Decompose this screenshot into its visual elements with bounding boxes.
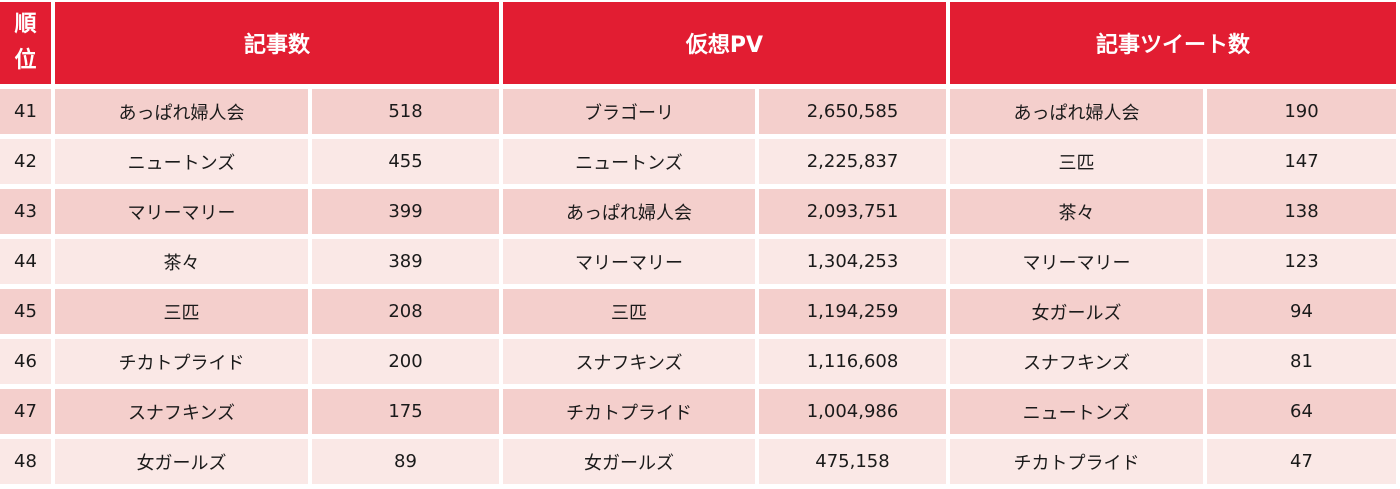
- pv-value-cell: 2,650,585: [759, 89, 946, 134]
- pv-value-cell: 2,093,751: [759, 189, 946, 234]
- articles-value-cell: 200: [312, 339, 499, 384]
- rank-header-line2: 位: [14, 48, 37, 73]
- tweets-value-cell: 190: [1207, 89, 1396, 134]
- pv-value-cell: 475,158: [759, 439, 946, 484]
- articles-header: 記事数: [55, 2, 499, 84]
- articles-name-cell: あっぱれ婦人会: [55, 89, 308, 134]
- table-row: 44 茶々 389 マリーマリー 1,304,253 マリーマリー 123: [0, 239, 1396, 284]
- articles-name-cell: 女ガールズ: [55, 439, 308, 484]
- articles-name-cell: 三匹: [55, 289, 308, 334]
- pv-value-cell: 1,116,608: [759, 339, 946, 384]
- articles-name-cell: スナフキンズ: [55, 389, 308, 434]
- rank-cell: 46: [0, 339, 51, 384]
- articles-value-cell: 208: [312, 289, 499, 334]
- table-row: 42 ニュートンズ 455 ニュートンズ 2,225,837 三匹 147: [0, 139, 1396, 184]
- table-row: 48 女ガールズ 89 女ガールズ 475,158 チカトプライド 47: [0, 439, 1396, 484]
- rank-cell: 48: [0, 439, 51, 484]
- tweets-name-cell: あっぱれ婦人会: [950, 89, 1203, 134]
- header-row: 順 位 記事数 仮想PV 記事ツイート数: [0, 2, 1396, 84]
- table-row: 45 三匹 208 三匹 1,194,259 女ガールズ 94: [0, 289, 1396, 334]
- pv-value-cell: 2,225,837: [759, 139, 946, 184]
- pv-name-cell: ブラゴーリ: [503, 89, 755, 134]
- pv-name-cell: あっぱれ婦人会: [503, 189, 755, 234]
- tweets-value-cell: 147: [1207, 139, 1396, 184]
- articles-value-cell: 455: [312, 139, 499, 184]
- articles-name-cell: マリーマリー: [55, 189, 308, 234]
- tweets-name-cell: スナフキンズ: [950, 339, 1203, 384]
- tweets-value-cell: 64: [1207, 389, 1396, 434]
- tweets-name-cell: マリーマリー: [950, 239, 1203, 284]
- rank-cell: 45: [0, 289, 51, 334]
- rank-header-line1: 順: [14, 12, 37, 37]
- rank-header: 順 位: [0, 2, 51, 84]
- tweets-value-cell: 81: [1207, 339, 1396, 384]
- article-tweets-header: 記事ツイート数: [950, 2, 1396, 84]
- articles-value-cell: 89: [312, 439, 499, 484]
- pv-name-cell: マリーマリー: [503, 239, 755, 284]
- rank-cell: 43: [0, 189, 51, 234]
- table-row: 46 チカトプライド 200 スナフキンズ 1,116,608 スナフキンズ 81: [0, 339, 1396, 384]
- rank-cell: 44: [0, 239, 51, 284]
- tweets-name-cell: 三匹: [950, 139, 1203, 184]
- rank-cell: 42: [0, 139, 51, 184]
- pv-name-cell: 女ガールズ: [503, 439, 755, 484]
- tweets-value-cell: 138: [1207, 189, 1396, 234]
- table-body: 41 あっぱれ婦人会 518 ブラゴーリ 2,650,585 あっぱれ婦人会 190 42 ニュ…: [0, 89, 1396, 484]
- pv-value-cell: 1,004,986: [759, 389, 946, 434]
- table-row: 47 スナフキンズ 175 チカトプライド 1,004,986 ニュートンズ 64: [0, 389, 1396, 434]
- pv-name-cell: ニュートンズ: [503, 139, 755, 184]
- tweets-value-cell: 94: [1207, 289, 1396, 334]
- articles-name-cell: 茶々: [55, 239, 308, 284]
- pv-value-cell: 1,304,253: [759, 239, 946, 284]
- articles-value-cell: 518: [312, 89, 499, 134]
- tweets-name-cell: ニュートンズ: [950, 389, 1203, 434]
- virtual-pv-header: 仮想PV: [503, 2, 946, 84]
- tweets-name-cell: チカトプライド: [950, 439, 1203, 484]
- tweets-value-cell: 123: [1207, 239, 1396, 284]
- pv-value-cell: 1,194,259: [759, 289, 946, 334]
- articles-value-cell: 399: [312, 189, 499, 234]
- tweets-name-cell: 女ガールズ: [950, 289, 1203, 334]
- articles-value-cell: 389: [312, 239, 499, 284]
- articles-name-cell: チカトプライド: [55, 339, 308, 384]
- rank-cell: 47: [0, 389, 51, 434]
- tweets-name-cell: 茶々: [950, 189, 1203, 234]
- table-row: 41 あっぱれ婦人会 518 ブラゴーリ 2,650,585 あっぱれ婦人会 190: [0, 89, 1396, 134]
- table-row: 43 マリーマリー 399 あっぱれ婦人会 2,093,751 茶々 138: [0, 189, 1396, 234]
- pv-name-cell: 三匹: [503, 289, 755, 334]
- rank-cell: 41: [0, 89, 51, 134]
- articles-value-cell: 175: [312, 389, 499, 434]
- pv-name-cell: スナフキンズ: [503, 339, 755, 384]
- pv-name-cell: チカトプライド: [503, 389, 755, 434]
- tweets-value-cell: 47: [1207, 439, 1396, 484]
- articles-name-cell: ニュートンズ: [55, 139, 308, 184]
